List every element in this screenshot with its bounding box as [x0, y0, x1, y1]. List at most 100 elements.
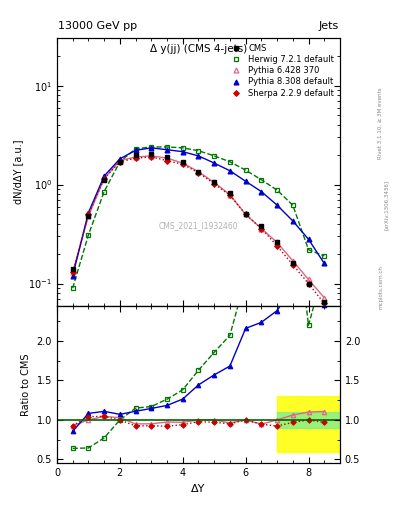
Herwig 7.2.1 default	[180, 145, 185, 151]
Herwig 7.2.1 default	[275, 187, 279, 193]
Pythia 6.428 370	[243, 211, 248, 218]
Sherpa 2.2.9 default	[165, 158, 169, 164]
CMS	[196, 168, 201, 175]
Sherpa 2.2.9 default	[180, 161, 185, 167]
CMS	[228, 190, 232, 196]
Pythia 6.428 370	[228, 191, 232, 198]
Pythia 8.308 default	[322, 260, 327, 266]
Pythia 8.308 default	[228, 167, 232, 174]
Pythia 6.428 370	[180, 160, 185, 166]
Text: Jets: Jets	[318, 20, 339, 31]
Herwig 7.2.1 default	[86, 232, 91, 238]
Pythia 8.308 default	[306, 236, 311, 242]
Pythia 8.308 default	[275, 202, 279, 208]
Bar	[277, 412, 340, 428]
Herwig 7.2.1 default	[212, 153, 217, 159]
CMS	[133, 152, 138, 158]
Pythia 8.308 default	[243, 178, 248, 184]
CMS	[70, 266, 75, 272]
Herwig 7.2.1 default	[306, 247, 311, 253]
Herwig 7.2.1 default	[322, 253, 327, 259]
Pythia 8.308 default	[196, 153, 201, 159]
Sherpa 2.2.9 default	[259, 225, 264, 231]
Text: Δ y(jj) (CMS 4-jets): Δ y(jj) (CMS 4-jets)	[150, 44, 247, 54]
Pythia 6.428 370	[86, 213, 91, 219]
Sherpa 2.2.9 default	[306, 281, 311, 287]
Pythia 6.428 370	[322, 294, 327, 301]
Pythia 6.428 370	[275, 240, 279, 246]
Herwig 7.2.1 default	[259, 177, 264, 183]
Pythia 8.308 default	[70, 273, 75, 279]
Text: CMS_2021_I1932460: CMS_2021_I1932460	[159, 221, 238, 230]
Sherpa 2.2.9 default	[228, 192, 232, 198]
Sherpa 2.2.9 default	[212, 181, 217, 187]
Sherpa 2.2.9 default	[133, 155, 138, 161]
Text: Rivet 3.1.10, ≥ 3M events: Rivet 3.1.10, ≥ 3M events	[378, 87, 383, 159]
Line: CMS: CMS	[70, 152, 327, 305]
Pythia 6.428 370	[212, 179, 217, 185]
Herwig 7.2.1 default	[133, 146, 138, 152]
CMS	[149, 151, 154, 157]
CMS	[259, 223, 264, 229]
Sherpa 2.2.9 default	[149, 154, 154, 160]
Pythia 6.428 370	[290, 258, 295, 264]
Pythia 6.428 370	[306, 276, 311, 283]
CMS	[275, 240, 279, 246]
Pythia 8.308 default	[180, 148, 185, 155]
Herwig 7.2.1 default	[118, 159, 122, 165]
CMS	[102, 178, 107, 184]
Bar	[277, 396, 340, 452]
Pythia 8.308 default	[165, 146, 169, 153]
X-axis label: ΔY: ΔY	[191, 484, 206, 494]
Pythia 6.428 370	[118, 158, 122, 164]
Pythia 8.308 default	[102, 173, 107, 179]
Text: 13000 GeV pp: 13000 GeV pp	[58, 20, 137, 31]
Line: Pythia 8.308 default: Pythia 8.308 default	[70, 145, 327, 278]
CMS	[118, 159, 122, 165]
Sherpa 2.2.9 default	[290, 262, 295, 268]
Y-axis label: Ratio to CMS: Ratio to CMS	[21, 353, 31, 416]
Sherpa 2.2.9 default	[118, 159, 122, 165]
Herwig 7.2.1 default	[165, 144, 169, 150]
CMS	[290, 260, 295, 266]
Sherpa 2.2.9 default	[70, 269, 75, 275]
Pythia 8.308 default	[133, 147, 138, 154]
CMS	[180, 159, 185, 165]
Pythia 8.308 default	[212, 160, 217, 166]
Pythia 6.428 370	[259, 225, 264, 231]
Pythia 6.428 370	[149, 153, 154, 159]
Line: Sherpa 2.2.9 default: Sherpa 2.2.9 default	[71, 155, 326, 306]
Herwig 7.2.1 default	[196, 147, 201, 154]
Pythia 6.428 370	[165, 155, 169, 161]
Text: [arXiv:1306.3436]: [arXiv:1306.3436]	[384, 180, 388, 230]
Herwig 7.2.1 default	[149, 144, 154, 150]
CMS	[212, 179, 217, 185]
Sherpa 2.2.9 default	[243, 211, 248, 218]
Line: Pythia 6.428 370: Pythia 6.428 370	[70, 154, 327, 300]
Sherpa 2.2.9 default	[275, 243, 279, 249]
Sherpa 2.2.9 default	[102, 176, 107, 182]
Line: Herwig 7.2.1 default: Herwig 7.2.1 default	[70, 144, 327, 290]
Sherpa 2.2.9 default	[196, 169, 201, 176]
Herwig 7.2.1 default	[290, 202, 295, 208]
Y-axis label: dN/dΔY [a.u.]: dN/dΔY [a.u.]	[13, 140, 23, 204]
Pythia 8.308 default	[86, 209, 91, 216]
CMS	[306, 281, 311, 287]
Pythia 6.428 370	[70, 269, 75, 275]
Sherpa 2.2.9 default	[322, 301, 327, 307]
Herwig 7.2.1 default	[70, 285, 75, 291]
Herwig 7.2.1 default	[243, 167, 248, 173]
Legend: CMS, Herwig 7.2.1 default, Pythia 6.428 370, Pythia 8.308 default, Sherpa 2.2.9 : CMS, Herwig 7.2.1 default, Pythia 6.428 …	[225, 42, 336, 99]
CMS	[86, 213, 91, 219]
CMS	[322, 299, 327, 305]
Herwig 7.2.1 default	[228, 159, 232, 165]
CMS	[243, 211, 248, 218]
Pythia 6.428 370	[102, 176, 107, 182]
Pythia 8.308 default	[290, 218, 295, 224]
Text: mcplots.cern.ch: mcplots.cern.ch	[379, 265, 384, 309]
Pythia 8.308 default	[118, 156, 122, 162]
CMS	[165, 154, 169, 160]
Pythia 8.308 default	[149, 145, 154, 151]
Sherpa 2.2.9 default	[86, 211, 91, 218]
Herwig 7.2.1 default	[102, 188, 107, 195]
